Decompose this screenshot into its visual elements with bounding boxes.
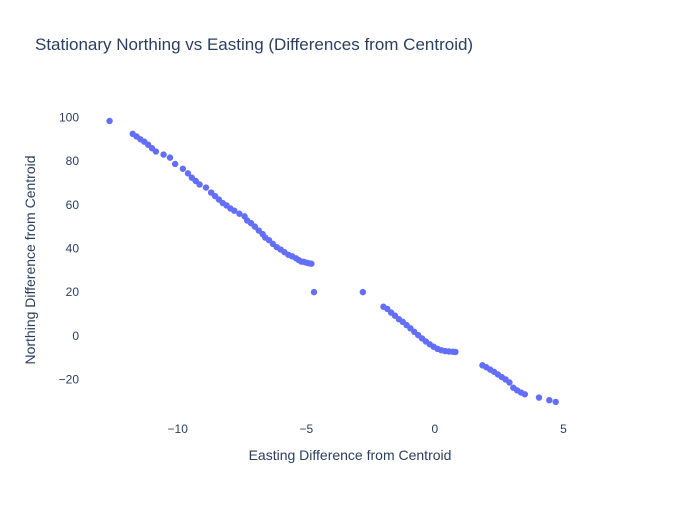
data-point — [546, 396, 553, 404]
data-point — [310, 288, 318, 296]
data-point — [535, 394, 543, 401]
x-tick-label: 0 — [432, 422, 439, 436]
y-axis-ticks: −20 0 20 40 60 80 100 — [59, 110, 80, 386]
data-point — [179, 165, 187, 172]
data-point — [196, 181, 203, 188]
data-point — [506, 379, 513, 386]
data-point — [552, 398, 559, 406]
x-tick-label: −5 — [299, 422, 313, 436]
data-point — [160, 151, 167, 158]
data-point — [308, 260, 315, 267]
data-point — [521, 391, 529, 398]
x-axis-ticks: −10 −5 0 5 — [168, 422, 568, 436]
data-point — [166, 154, 174, 161]
x-axis-title: Easting Difference from Centroid — [249, 447, 452, 463]
y-tick-label: 60 — [66, 198, 80, 212]
y-tick-label: −20 — [59, 372, 80, 386]
data-point — [236, 210, 243, 217]
y-tick-label: 20 — [66, 285, 80, 299]
x-tick-label: −10 — [168, 422, 189, 436]
y-axis-title: Northing Difference from Centroid — [22, 155, 38, 364]
y-tick-label: 0 — [72, 329, 79, 343]
chart-title: Stationary Northing vs Easting (Differen… — [35, 35, 473, 54]
data-point — [452, 348, 459, 356]
x-tick-label: 5 — [560, 422, 567, 436]
data-point — [359, 288, 367, 296]
data-point — [231, 207, 238, 214]
data-point — [202, 184, 210, 191]
data-points — [106, 117, 559, 406]
data-point — [251, 223, 259, 230]
y-tick-label: 40 — [66, 241, 80, 255]
data-point — [106, 117, 113, 125]
y-tick-label: 100 — [59, 110, 79, 124]
data-point — [171, 160, 179, 168]
data-point — [152, 148, 160, 155]
data-point — [184, 170, 192, 177]
y-tick-label: 80 — [66, 154, 80, 168]
